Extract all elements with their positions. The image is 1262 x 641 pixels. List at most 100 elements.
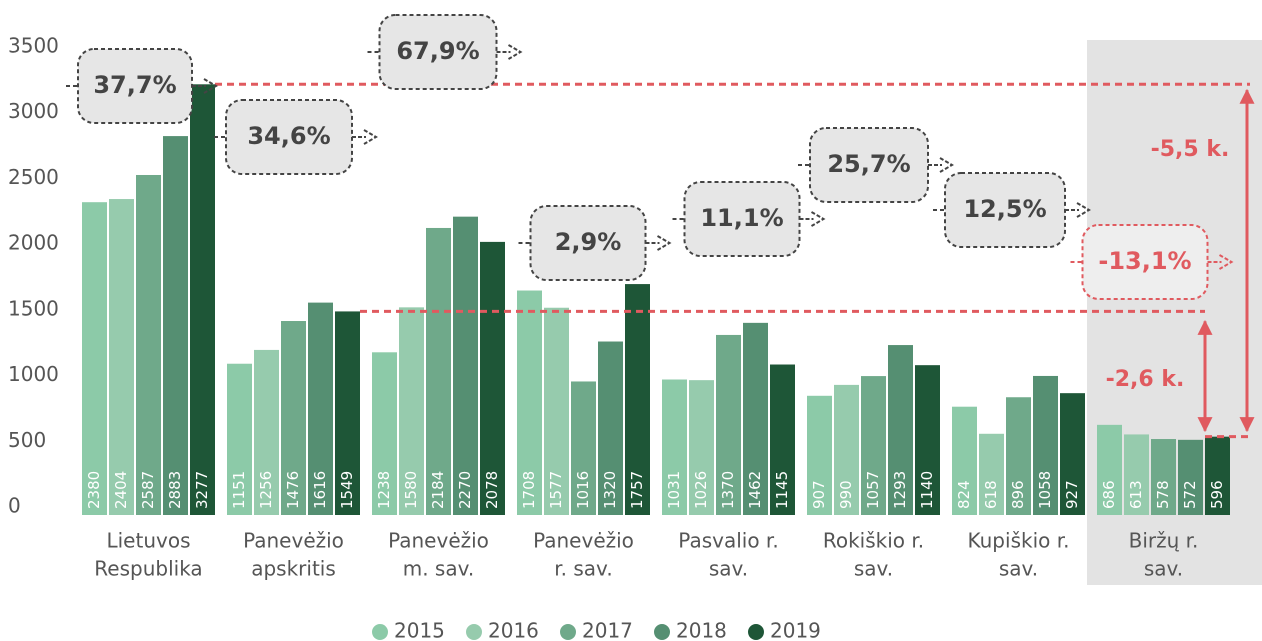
bar-value-label: 2380	[85, 471, 103, 509]
annotation-box	[378, 14, 498, 90]
x-tick-label: Rokiškio r.	[823, 529, 924, 553]
bar-value-label: 1370	[719, 471, 737, 509]
bar-value-label: 1580	[402, 471, 420, 509]
annotation-text: 37,7%	[93, 71, 176, 99]
bar-value-label: 1577	[547, 471, 565, 509]
bar-value-label: 686	[1100, 480, 1118, 509]
bar	[480, 241, 505, 516]
bar	[544, 307, 569, 515]
bar	[571, 381, 596, 515]
bar-value-label: 1293	[891, 471, 909, 509]
bar	[109, 199, 134, 515]
legend-label: 2016	[488, 619, 539, 641]
legend-marker	[748, 624, 764, 640]
x-tick-label: Panevėžio	[533, 529, 634, 553]
annotation-arrow	[645, 235, 672, 251]
x-tick-label: apskritis	[251, 557, 336, 581]
x-tick-label: Panevėžio	[388, 529, 489, 553]
annotation-text: 25,7%	[827, 150, 910, 178]
bar	[82, 202, 107, 515]
bar-value-label: 1757	[628, 471, 646, 509]
bar	[662, 379, 687, 515]
x-tick-label: m. sav.	[403, 557, 475, 581]
legend-marker	[654, 624, 670, 640]
bar	[517, 290, 542, 515]
bar	[598, 341, 623, 515]
bar	[1151, 439, 1176, 515]
bar-value-label: 1031	[665, 471, 683, 509]
bar	[163, 136, 188, 515]
bar-value-label: 1462	[746, 471, 764, 509]
annotation-arrow	[799, 211, 826, 227]
bar	[399, 307, 424, 515]
annotation-arrow	[1207, 254, 1234, 270]
bar	[372, 352, 397, 515]
bar	[689, 380, 714, 515]
y-tick-label: 1500	[8, 296, 59, 320]
bar-value-label: 1256	[257, 471, 275, 509]
x-tick-label: sav.	[999, 557, 1038, 581]
bar-value-label: 2270	[456, 471, 474, 509]
x-tick-label: r. sav.	[554, 557, 612, 581]
annotation-arrow	[1065, 202, 1091, 218]
x-tick-label: Biržų r.	[1129, 529, 1199, 553]
x-tick-label: sav.	[1144, 557, 1183, 581]
bar	[1097, 424, 1122, 515]
y-tick-label: 2500	[8, 165, 59, 189]
bar	[1006, 397, 1031, 515]
y-tick-label: 1000	[8, 362, 59, 386]
bar	[1205, 436, 1230, 515]
bar	[915, 365, 940, 515]
annotation-text: 12,5%	[963, 195, 1046, 223]
bar-value-label: 1708	[520, 471, 538, 509]
bar-value-label: 618	[982, 480, 1000, 509]
bar-value-label: 1238	[375, 471, 393, 509]
x-tick-label: Pasvalio r.	[678, 529, 778, 553]
bar-value-label: 572	[1181, 480, 1199, 509]
bar-value-label: 1057	[864, 471, 882, 509]
annotation-text: 67,9%	[396, 37, 479, 65]
bar	[1060, 393, 1085, 515]
bar	[743, 322, 768, 515]
bar-value-label: 1320	[601, 471, 619, 509]
y-tick-label: 2000	[8, 231, 59, 255]
bar	[227, 363, 252, 515]
bar	[453, 216, 478, 515]
legend-marker	[466, 624, 482, 640]
bar	[716, 334, 741, 515]
x-tick-label: sav.	[709, 557, 748, 581]
bar-value-label: 3277	[193, 471, 211, 509]
x-tick-label: Lietuvos	[106, 529, 190, 553]
bar-value-label: 1016	[574, 471, 592, 509]
y-tick-label: 3500	[8, 34, 59, 58]
legend-label: 2018	[676, 619, 727, 641]
annotation-box	[225, 99, 353, 175]
legend-marker	[560, 624, 576, 640]
legend-label: 2015	[394, 619, 445, 641]
annotation-box	[1081, 224, 1209, 300]
bar-value-label: 896	[1009, 480, 1027, 509]
bar	[281, 321, 306, 515]
x-tick-label: sav.	[854, 557, 893, 581]
bar-value-label: 824	[955, 480, 973, 509]
bar-value-label: 2883	[166, 471, 184, 509]
bar	[770, 364, 795, 515]
bar-value-label: 1549	[338, 471, 356, 509]
bar-value-label: 1476	[284, 471, 302, 509]
bar	[136, 174, 161, 515]
annotation-arrow	[192, 78, 218, 94]
bar	[308, 302, 333, 515]
y-tick-label: 0	[8, 494, 21, 518]
y-tick-label: 500	[8, 428, 46, 452]
bar	[979, 433, 1004, 515]
y-tick-label: 3000	[8, 99, 59, 123]
legend-marker	[372, 624, 388, 640]
difference-label: -5,5 k.	[1151, 137, 1230, 162]
bar	[888, 345, 913, 515]
bar	[1033, 375, 1058, 515]
annotation-arrow	[496, 44, 523, 60]
bar	[335, 311, 360, 515]
bar-value-label: 1140	[918, 471, 936, 509]
bar	[952, 406, 977, 515]
bar-value-label: 578	[1154, 480, 1172, 509]
